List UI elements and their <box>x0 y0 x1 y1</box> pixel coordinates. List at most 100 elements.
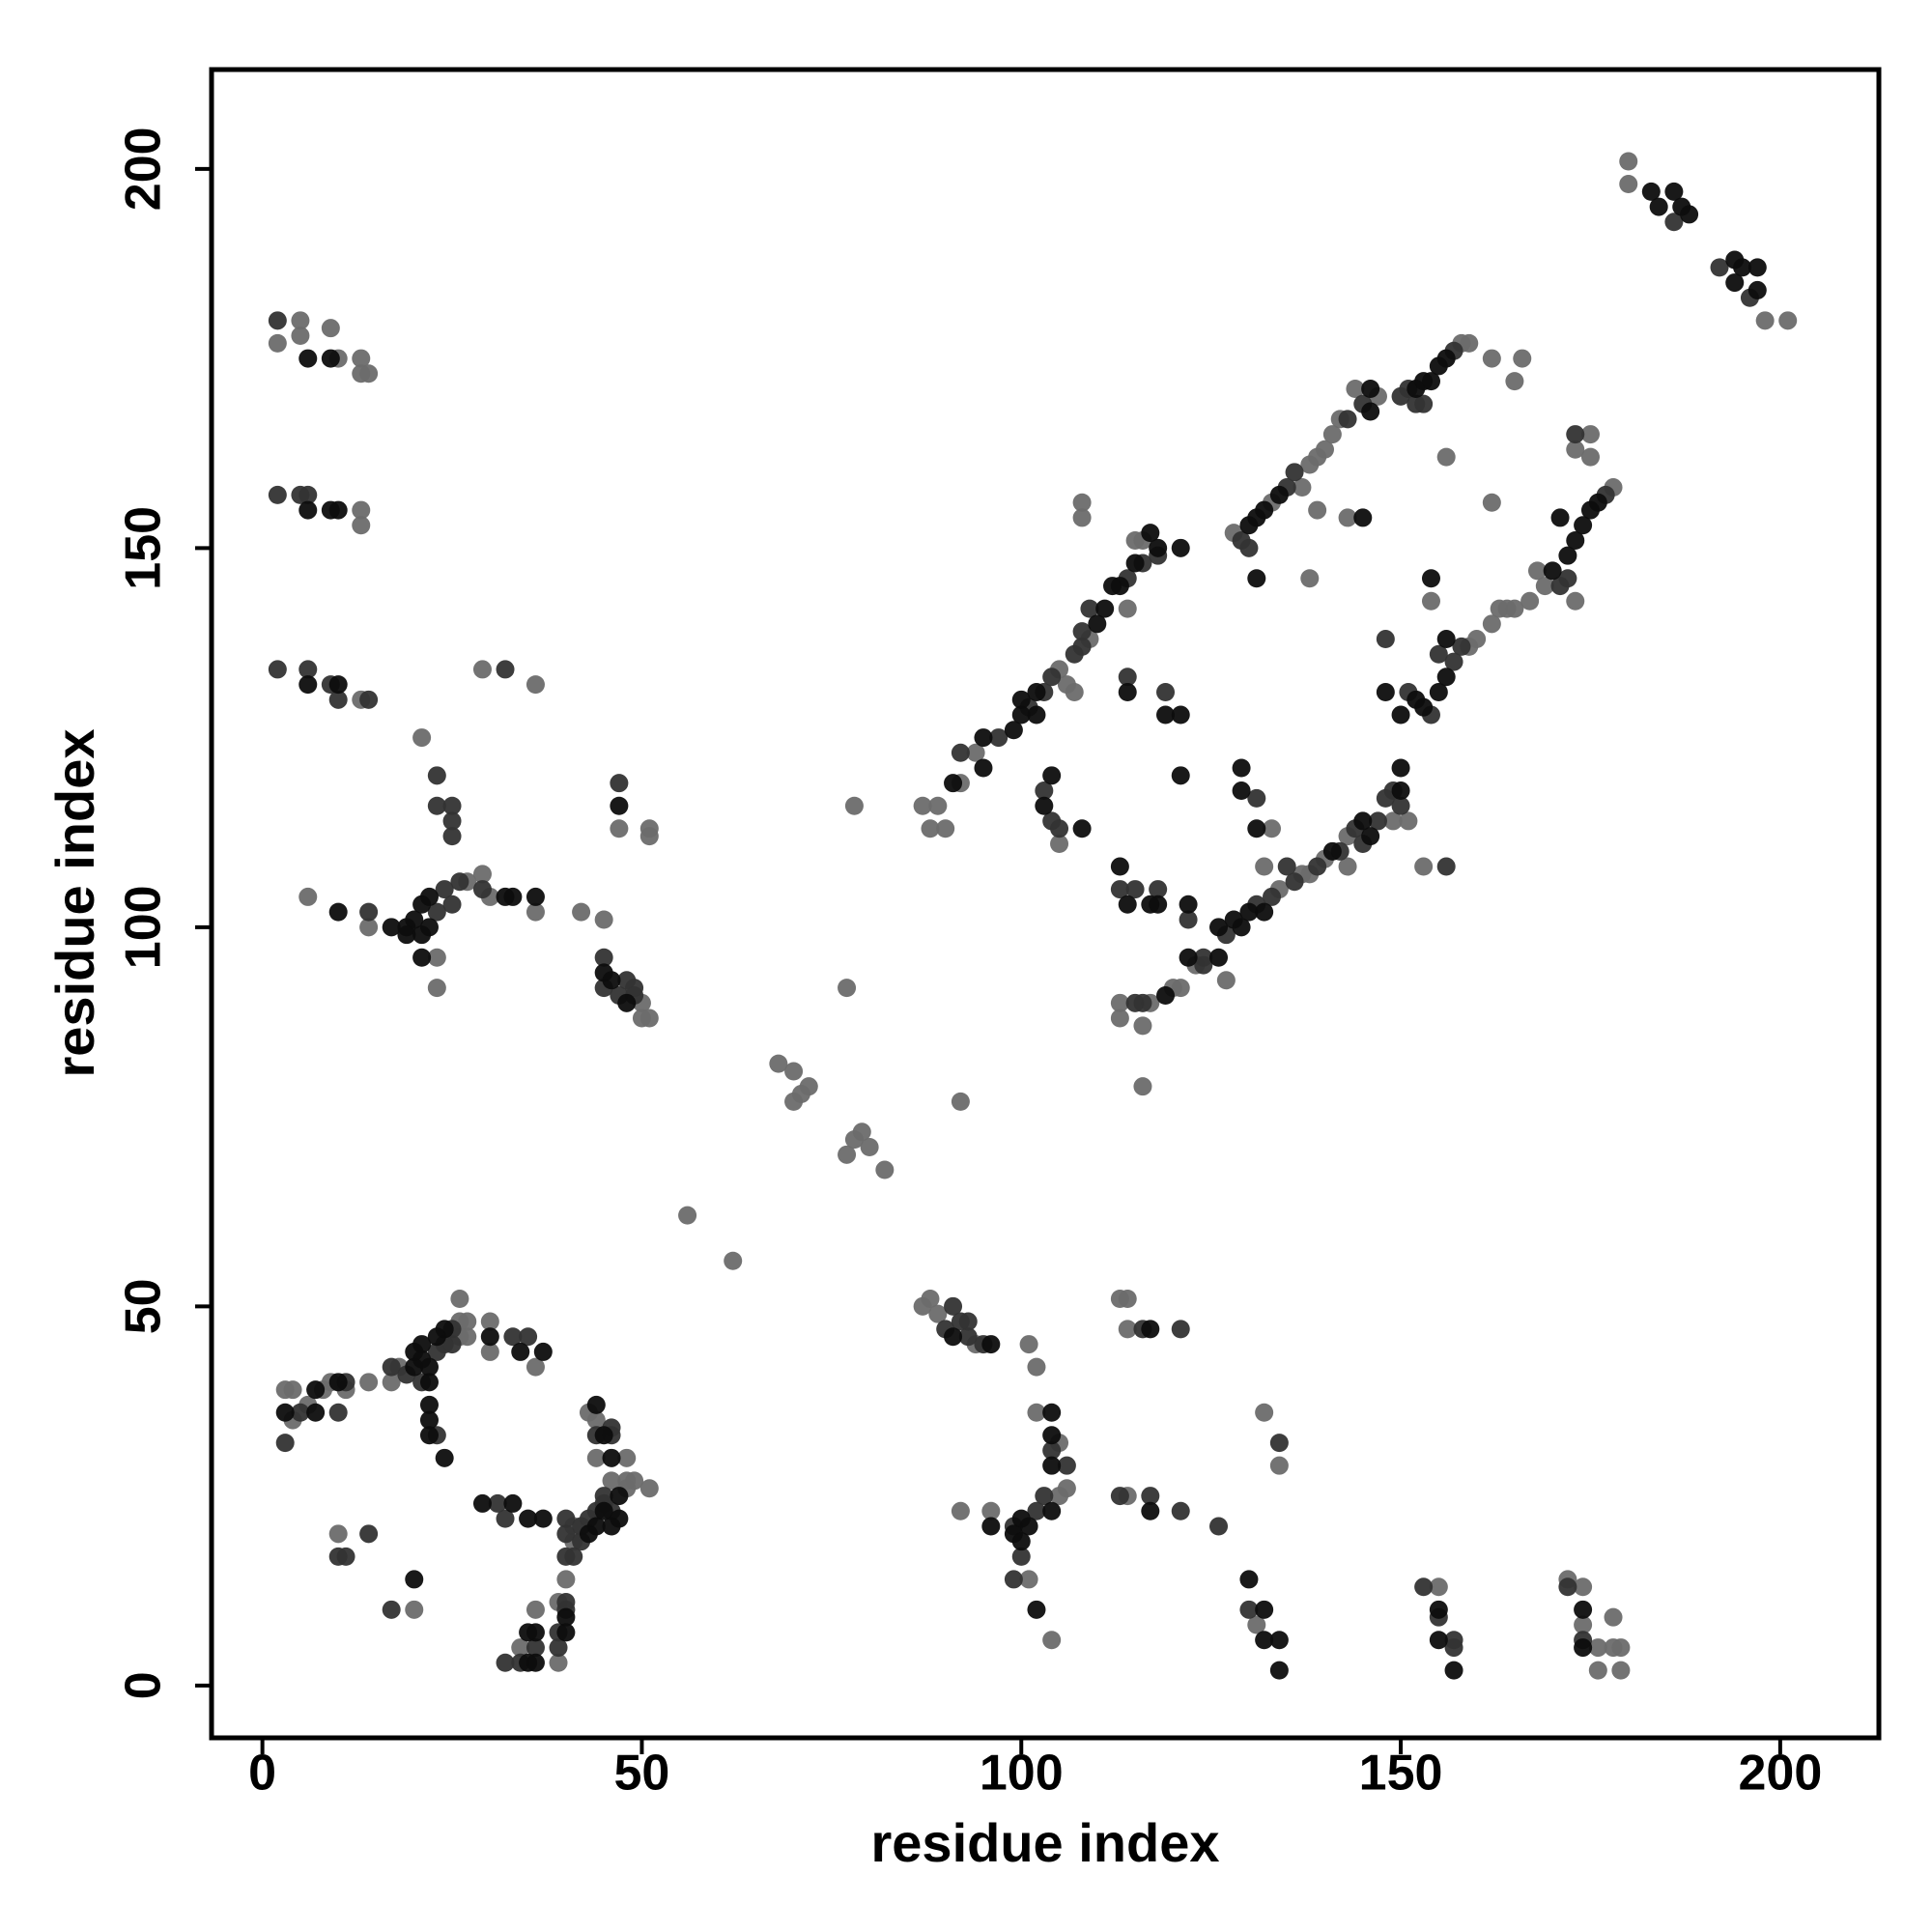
x-axis-title: residue index <box>870 1812 1219 1873</box>
contact-point <box>617 1448 637 1467</box>
contact-point <box>1277 857 1296 876</box>
contact-point <box>981 1501 1001 1520</box>
contact-point <box>1733 258 1752 277</box>
contact-point <box>352 364 371 384</box>
contact-point <box>639 827 659 846</box>
contact-point <box>594 1426 613 1445</box>
contact-point <box>724 1251 743 1270</box>
contact-point <box>1574 516 1593 535</box>
contact-point <box>352 500 371 520</box>
contact-point <box>1308 857 1327 876</box>
contact-point <box>1263 819 1282 838</box>
contact-point <box>1710 258 1729 277</box>
y-tick-label: 50 <box>116 1278 172 1334</box>
contact-point <box>405 1600 424 1619</box>
contact-point <box>405 1570 424 1589</box>
contact-point <box>1095 599 1115 618</box>
contact-point <box>1269 1631 1289 1650</box>
contact-point <box>610 774 629 793</box>
contact-point <box>1269 1456 1289 1475</box>
contact-point <box>556 1623 576 1642</box>
contact-point <box>1179 948 1198 967</box>
contact-point <box>1065 682 1084 701</box>
contact-point <box>503 887 523 906</box>
contact-point <box>1171 1501 1190 1520</box>
contact-point <box>1072 493 1092 512</box>
contact-point <box>1505 372 1524 391</box>
contact-point <box>1179 895 1198 914</box>
contact-point <box>1580 425 1600 444</box>
contact-point <box>1535 577 1554 596</box>
contact-point <box>1011 1547 1031 1566</box>
contact-point <box>427 766 446 785</box>
contact-point <box>1421 569 1440 588</box>
contact-point <box>435 880 454 899</box>
contact-point <box>913 796 932 815</box>
contact-point <box>1664 182 1684 201</box>
contact-point <box>480 1342 499 1361</box>
contact-point <box>1604 1607 1623 1627</box>
contact-point <box>291 311 310 330</box>
contact-point <box>427 902 446 922</box>
contact-point <box>1414 857 1434 876</box>
contact-point <box>352 349 371 368</box>
contact-point <box>1338 508 1357 527</box>
contact-point <box>564 1547 583 1566</box>
contact-point <box>328 1373 348 1392</box>
contact-point <box>1232 781 1251 801</box>
contact-point <box>958 1327 978 1347</box>
contact-point <box>1239 538 1259 557</box>
contact-point <box>1429 1631 1448 1650</box>
contact-point <box>526 1357 545 1377</box>
contact-point <box>1543 561 1562 581</box>
contact-point <box>1171 979 1190 998</box>
contact-point <box>951 1501 970 1520</box>
contact-point <box>1035 781 1054 801</box>
contact-point <box>328 1524 348 1544</box>
contact-point <box>1011 1509 1031 1528</box>
contact-point <box>1574 1615 1593 1634</box>
contact-point <box>321 349 340 368</box>
contact-point <box>1315 440 1334 459</box>
contact-point <box>359 1524 379 1544</box>
contact-point <box>1505 599 1524 618</box>
contact-point <box>1042 668 1062 687</box>
contact-point <box>328 1403 348 1422</box>
contact-point <box>419 887 439 906</box>
contact-point <box>974 758 993 778</box>
contact-point <box>610 1509 629 1528</box>
contact-point <box>1209 918 1229 937</box>
contact-point <box>1149 880 1168 899</box>
contact-point <box>1050 834 1069 853</box>
contact-point <box>1149 538 1168 557</box>
contact-point <box>1588 1638 1607 1658</box>
contact-point <box>1429 644 1448 664</box>
contact-point <box>1057 1456 1076 1475</box>
contact-point <box>275 1403 295 1422</box>
contact-point <box>419 1373 439 1392</box>
contact-point <box>1285 463 1304 482</box>
contact-point <box>1035 796 1054 815</box>
contact-point <box>678 1206 697 1225</box>
contact-point <box>1042 1426 1062 1445</box>
contact-point <box>511 1638 530 1658</box>
contact-point <box>359 1373 379 1392</box>
contact-point <box>472 865 492 884</box>
contact-point <box>298 349 318 368</box>
contact-point <box>419 1395 439 1414</box>
contact-point <box>1527 561 1547 581</box>
contact-point <box>1171 1320 1190 1339</box>
contact-point <box>1747 280 1767 299</box>
contact-point <box>1574 1577 1593 1597</box>
contact-point <box>526 1653 545 1672</box>
contact-point <box>1588 493 1607 512</box>
contact-point <box>944 1327 963 1347</box>
contact-point <box>951 743 970 762</box>
contact-point <box>1574 1600 1593 1619</box>
contact-point <box>1239 1570 1259 1589</box>
x-tick-label: 200 <box>1738 1746 1822 1802</box>
contact-point <box>594 948 613 967</box>
contact-point <box>1042 766 1062 785</box>
contact-point <box>1118 895 1137 914</box>
